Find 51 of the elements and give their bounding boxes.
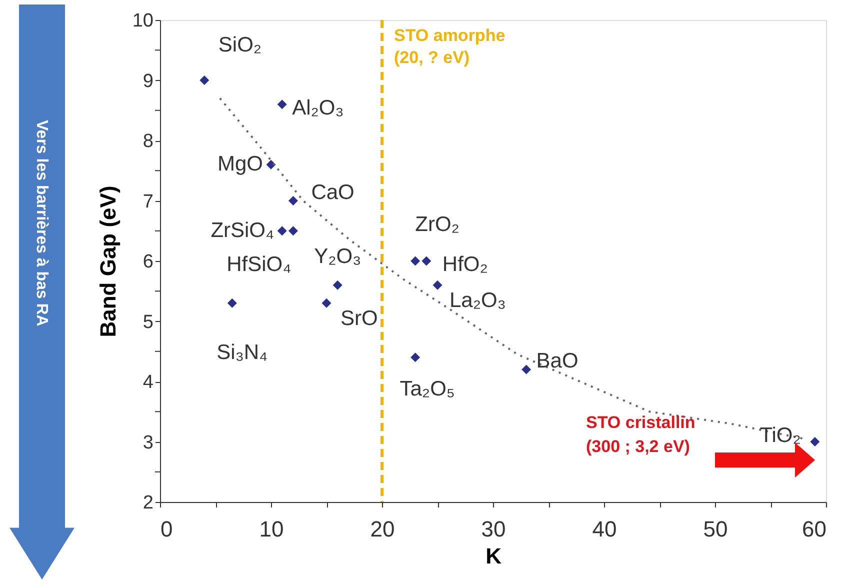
- annotation: SrO: [340, 307, 378, 330]
- annotation: CaO: [311, 180, 354, 204]
- x-tick-label: 40: [592, 516, 617, 542]
- x-tick-label: 0: [160, 516, 173, 542]
- y-tick-label: 9: [142, 70, 154, 92]
- point: [410, 256, 420, 266]
- y-tick-label: 4: [142, 372, 154, 393]
- point: [277, 226, 287, 236]
- annotation: ZrSiO₄: [210, 218, 274, 242]
- annotation: Ta₂O₅: [400, 377, 455, 400]
- annotation: STO cristallin (300 ; 3,2 eV): [586, 413, 696, 456]
- annotation: Y₂O₃: [314, 245, 362, 268]
- point: [410, 352, 420, 362]
- x-tick-label: 60: [802, 516, 826, 542]
- y-tick-label: 7: [142, 191, 154, 212]
- y-tick-label: 10: [132, 10, 154, 32]
- point: [200, 76, 210, 85]
- x-tick-label: 10: [259, 516, 284, 542]
- annotation: BaO: [536, 349, 578, 372]
- x-tick-label: 20: [370, 516, 395, 542]
- point: [522, 364, 532, 374]
- x-axis-title: K: [486, 544, 502, 568]
- point: [322, 298, 332, 308]
- x-tick-label: 30: [481, 516, 506, 542]
- annotation: SiO₂: [218, 33, 262, 56]
- point: [332, 280, 342, 290]
- y-tick-label: 2: [142, 492, 154, 514]
- annotation: TiO₂: [760, 424, 801, 447]
- annotation: HfO₂: [442, 253, 488, 276]
- point: [277, 100, 287, 110]
- annotation: Si₃N₄: [216, 341, 268, 364]
- x-tick-label: 50: [703, 516, 728, 542]
- y-tick-label: 6: [142, 252, 154, 272]
- point: [227, 298, 237, 308]
- point: [288, 196, 298, 206]
- y-tick-label: 5: [142, 312, 154, 333]
- point: [266, 160, 276, 170]
- y-tick-label: 8: [142, 131, 154, 152]
- point: [432, 280, 442, 290]
- annotation: La₂O₃: [450, 289, 506, 312]
- ref-line-label: STO amorphe (20, ? eV): [394, 26, 506, 67]
- point: [422, 256, 432, 266]
- annotation: Al₂O₃: [292, 96, 344, 120]
- point: [810, 437, 820, 446]
- y-axis-title: Band Gap (eV): [95, 186, 120, 338]
- text: Vers les barrières à bas RA: [33, 120, 50, 327]
- annotation: ZrO₂: [415, 213, 460, 236]
- y-tick-label: 3: [142, 432, 154, 454]
- point: [288, 226, 298, 236]
- annotation: HfSiO₄: [226, 252, 292, 276]
- annotation: MgO: [217, 152, 263, 176]
